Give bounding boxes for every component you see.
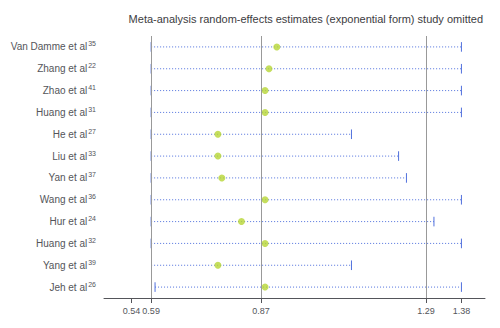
- svg-text:Meta-analysis random-effects e: Meta-analysis random-effects estimates (…: [129, 13, 483, 25]
- svg-text:Zhang et al: Zhang et al: [37, 63, 87, 74]
- svg-text:0.59: 0.59: [142, 306, 160, 316]
- svg-text:24: 24: [88, 215, 96, 222]
- svg-text:Liu et al: Liu et al: [52, 151, 87, 162]
- svg-text:Yan et al: Yan et al: [48, 172, 87, 183]
- svg-text:31: 31: [88, 106, 96, 113]
- svg-text:Wang et al: Wang et al: [40, 194, 87, 205]
- svg-text:39: 39: [88, 259, 96, 266]
- svg-text:Jeh et al: Jeh et al: [49, 282, 87, 293]
- svg-text:41: 41: [88, 84, 96, 91]
- svg-text:33: 33: [88, 150, 96, 157]
- svg-text:32: 32: [88, 237, 96, 244]
- svg-text:He et al: He et al: [53, 129, 87, 140]
- svg-text:Yang et al: Yang et al: [43, 260, 87, 271]
- svg-text:Huang et al: Huang et al: [36, 238, 87, 249]
- svg-text:Huang et al: Huang et al: [36, 107, 87, 118]
- svg-text:Zhao et al: Zhao et al: [43, 85, 87, 96]
- svg-text:27: 27: [88, 128, 96, 135]
- svg-text:1.29: 1.29: [417, 306, 435, 316]
- svg-text:1.38: 1.38: [453, 306, 471, 316]
- svg-text:0.54: 0.54: [123, 306, 141, 316]
- svg-text:35: 35: [88, 40, 96, 47]
- svg-text:36: 36: [88, 193, 96, 200]
- svg-text:Hur et al: Hur et al: [49, 216, 87, 227]
- svg-text:Van Damme et al: Van Damme et al: [11, 41, 88, 52]
- svg-text:37: 37: [88, 171, 96, 178]
- svg-text:22: 22: [88, 62, 96, 69]
- svg-text:26: 26: [88, 281, 96, 288]
- svg-text:0.87: 0.87: [252, 306, 270, 316]
